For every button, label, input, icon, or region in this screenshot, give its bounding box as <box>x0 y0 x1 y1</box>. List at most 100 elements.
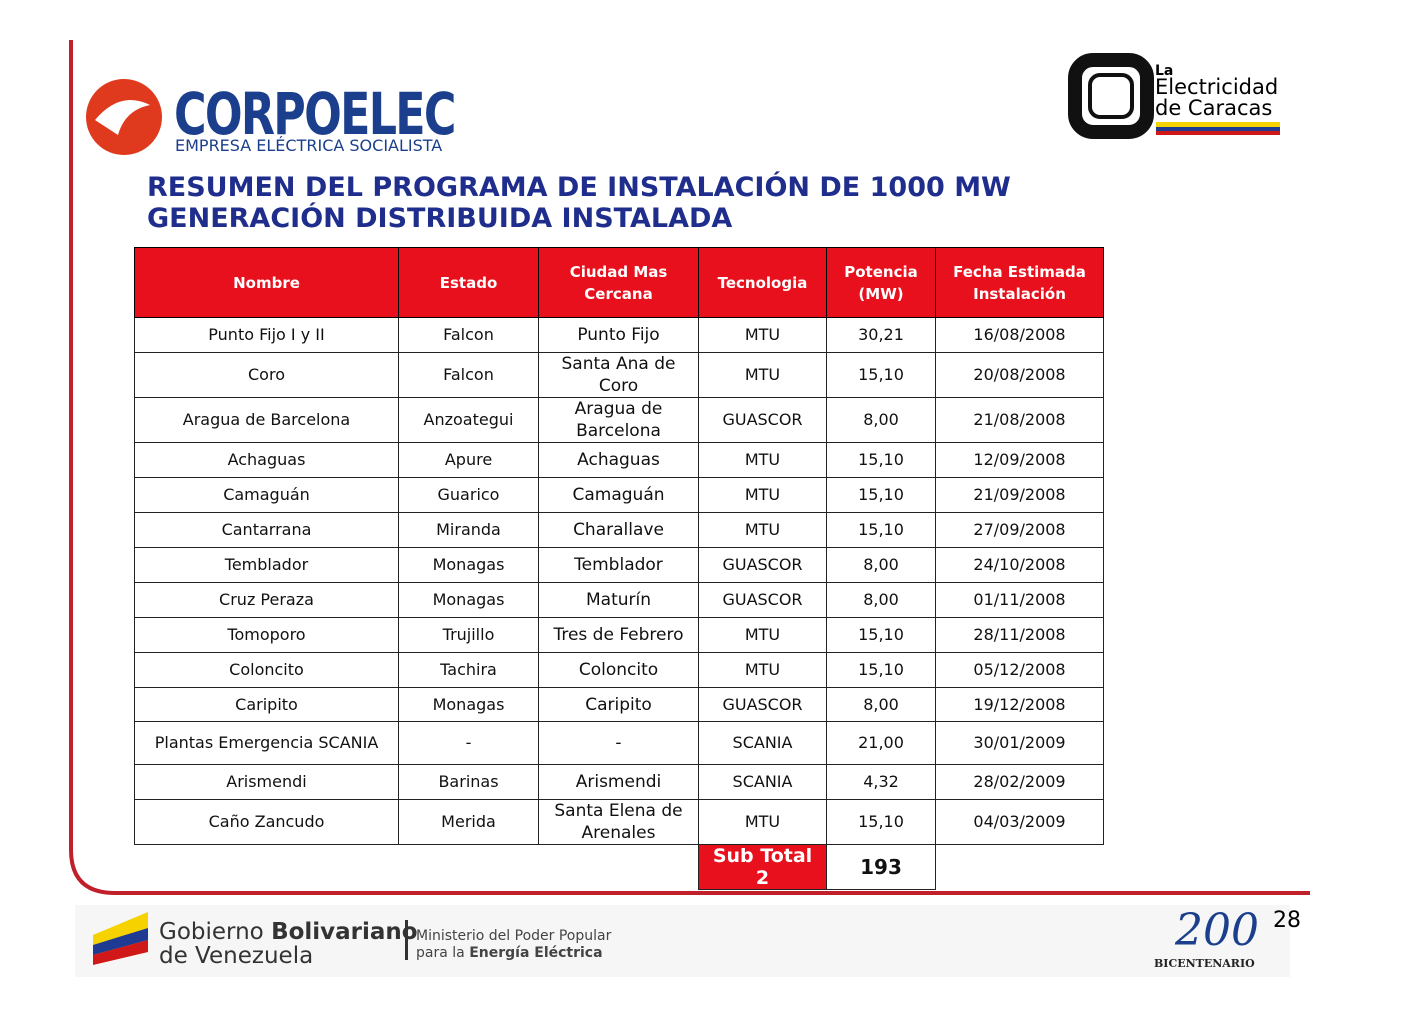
cell: 04/03/2009 <box>935 799 1104 845</box>
cell: 01/11/2008 <box>935 582 1104 618</box>
cell: Coloncito <box>134 652 399 688</box>
row: Coloncito Tachira Coloncito MTU 15,10 05/12/2… <box>134 652 1104 688</box>
cell: Merida <box>398 799 539 845</box>
cell: 8,00 <box>826 397 936 443</box>
corpoelec-name: CORPOELEC <box>174 80 456 148</box>
edc-la: La <box>1155 63 1174 79</box>
bicent: BICENTENARIO <box>1154 957 1255 970</box>
cell: 4,32 <box>826 764 936 800</box>
row: Coro Falcon Santa Ana de Coro MTU 15,10 20/08… <box>134 352 1104 398</box>
cell: Tachira <box>398 652 539 688</box>
cell: 21/09/2008 <box>935 477 1104 513</box>
cell: Achaguas <box>134 442 399 478</box>
gov-text: Gobierno Bolivariano de Venezuela <box>159 920 418 968</box>
cell: Santa Elena de Arenales <box>538 799 699 845</box>
row: Plantas Emergencia SCANIA - - SCANIA 21,00 30… <box>134 721 1104 765</box>
cell: 15,10 <box>826 512 936 548</box>
cell: Apure <box>398 442 539 478</box>
title-line: GENERACIÓN DISTRIBUIDA INSTALADA <box>147 203 733 234</box>
edc-line3: de Caracas <box>1155 96 1273 120</box>
header-cell: Potencia (MW) <box>826 247 936 318</box>
cell: MTU <box>698 617 827 653</box>
cell: Caripito <box>538 687 699 722</box>
cell: Guarico <box>398 477 539 513</box>
cell: MTU <box>698 477 827 513</box>
cell: Temblador <box>538 547 699 583</box>
cell: Caripito <box>134 687 399 722</box>
ministry-line: Energía Eléctrica <box>469 945 603 961</box>
cell: Aragua de Barcelona <box>538 397 699 443</box>
header-cell: Tecnologia <box>698 247 827 318</box>
header-cell: Fecha Estimada Instalación <box>935 247 1104 318</box>
cell: Monagas <box>398 547 539 583</box>
cell: Plantas Emergencia SCANIA <box>134 721 399 765</box>
cell: SCANIA <box>698 764 827 800</box>
subtotal-row: Sub Total 2 193 <box>134 844 1104 890</box>
cell: MTU <box>698 799 827 845</box>
cell: Arismendi <box>134 764 399 800</box>
flag-blue <box>1156 127 1280 131</box>
cell: Santa Ana de Coro <box>538 352 699 398</box>
cell: 15,10 <box>826 477 936 513</box>
cell: 15,10 <box>826 617 936 653</box>
cell: 12/09/2008 <box>935 442 1104 478</box>
cell: 30/01/2009 <box>935 721 1104 765</box>
cell: Miranda <box>398 512 539 548</box>
cell: 16/08/2008 <box>935 317 1104 353</box>
cell: Monagas <box>398 582 539 618</box>
cell: 27/09/2008 <box>935 512 1104 548</box>
cell: - <box>538 721 699 765</box>
header-row: Nombre Estado Ciudad Mas Cercana Tecnologia… <box>134 247 1104 318</box>
table: Nombre Estado Ciudad Mas Cercana Tecnologia… <box>134 247 1104 890</box>
ve-flag-red <box>93 940 148 965</box>
header-cell: Ciudad Mas Cercana <box>538 247 699 318</box>
cell: 30,21 <box>826 317 936 353</box>
edc-icon <box>1068 53 1154 139</box>
cell: Falcon <box>398 352 539 398</box>
footer-band <box>75 905 1290 977</box>
title-line: RESUMEN DEL PROGRAMA DE INSTALACIÓN DE 1… <box>147 172 1011 203</box>
cell: 24/10/2008 <box>935 547 1104 583</box>
cell: 15,10 <box>826 352 936 398</box>
cell: MTU <box>698 652 827 688</box>
cell: Maturín <box>538 582 699 618</box>
cell: Punto Fijo <box>538 317 699 353</box>
cell: 8,00 <box>826 687 936 722</box>
cell: 8,00 <box>826 547 936 583</box>
gov-word: Bolivariano <box>271 919 418 945</box>
cell: GUASCOR <box>698 547 827 583</box>
cell: 21,00 <box>826 721 936 765</box>
frame-line <box>69 40 1310 895</box>
cell: MTU <box>698 442 827 478</box>
corpoelec-tagline: EMPRESA ELÉCTRICA SOCIALISTA <box>175 136 443 155</box>
row: Punto Fijo I y II Falcon Punto Fijo MTU 30,2… <box>134 317 1104 353</box>
edc-line2: Electricidad <box>1155 75 1279 99</box>
cell: - <box>398 721 539 765</box>
ministry: Ministerio del Poder Popular para la Ener… <box>416 928 611 962</box>
cell: 19/12/2008 <box>935 687 1104 722</box>
cell: Coro <box>134 352 399 398</box>
cell: 15,10 <box>826 799 936 845</box>
row: Temblador Monagas Temblador GUASCOR 8,00 24/1… <box>134 547 1104 583</box>
cell: Camaguán <box>538 477 699 513</box>
header-cell: Estado <box>398 247 539 318</box>
cell: GUASCOR <box>698 397 827 443</box>
cell: Monagas <box>398 687 539 722</box>
cell: Trujillo <box>398 617 539 653</box>
cell: Barinas <box>398 764 539 800</box>
cell: Cruz Peraza <box>134 582 399 618</box>
title: RESUMEN DEL PROGRAMA DE INSTALACIÓN DE 1… <box>147 172 1011 234</box>
gov-word: Gobierno <box>159 919 264 945</box>
blank <box>935 844 1104 890</box>
cell: Charallave <box>538 512 699 548</box>
blank <box>134 844 699 890</box>
cell: Tres de Febrero <box>538 617 699 653</box>
cell: SCANIA <box>698 721 827 765</box>
cell: MTU <box>698 317 827 353</box>
gov-word: de Venezuela <box>159 943 314 969</box>
row: Achaguas Apure Achaguas MTU 15,10 12/09/2008 <box>134 442 1104 478</box>
ministry-line: Ministerio del Poder Popular <box>416 928 612 944</box>
cell: GUASCOR <box>698 687 827 722</box>
